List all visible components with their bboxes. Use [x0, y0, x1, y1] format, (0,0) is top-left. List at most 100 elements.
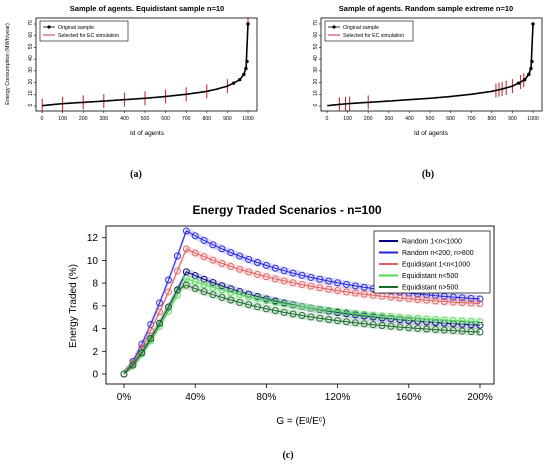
y-tick-label: 0: [92, 370, 98, 381]
panel-c-ylabel: Energy Traded (%): [68, 264, 79, 348]
series-point: [458, 327, 466, 335]
series-point: [227, 288, 235, 296]
series-point: [440, 298, 448, 305]
y-tick-label: 20: [313, 79, 319, 85]
x-tick-label: 400: [120, 116, 129, 122]
y-tick-label: 60: [313, 32, 319, 38]
panel-a-chart: Sample of agents. Equidistant sample n=1…: [5, 4, 258, 180]
series-point: [360, 310, 368, 318]
x-tick-label: 300: [99, 116, 108, 122]
series-point: [236, 252, 244, 260]
legend-original-marker: [47, 25, 51, 29]
series-point: [334, 308, 342, 315]
series-point: [307, 282, 315, 290]
series-point: [343, 288, 350, 296]
y-tick-label: 12: [87, 233, 99, 244]
series-point: [325, 277, 333, 285]
series-point: [334, 287, 342, 295]
panel-b-legend-selected: Selected for EC simulation: [343, 33, 404, 39]
series-point: [280, 267, 288, 275]
x-tick-label: 1000: [527, 116, 539, 122]
legend-entry: Equidistant 1<n<1000: [402, 262, 470, 269]
series-point: [351, 319, 359, 327]
series-point: [209, 279, 217, 287]
x-tick-label: 800: [487, 116, 496, 122]
series-point: [271, 298, 279, 306]
panel-a-frame: [35, 17, 258, 112]
series-point: [191, 285, 199, 293]
y-tick-label: 20: [28, 79, 34, 85]
legend-entry: Random n<200; n>800: [402, 250, 474, 257]
panel-c-caption: (c): [282, 450, 293, 461]
panel-a-title: Sample of agents. Equidistant sample n=1…: [70, 4, 224, 13]
x-tick-label: 0%: [117, 392, 132, 403]
series-point: [165, 288, 172, 296]
series-point: [307, 273, 315, 281]
series-point: [245, 268, 253, 276]
series-point: [458, 317, 466, 325]
x-tick-label: 120%: [325, 392, 351, 403]
series-point: [360, 320, 368, 328]
series-point: [378, 314, 386, 322]
series-point: [271, 307, 279, 315]
series-point: [423, 315, 431, 323]
series-point: [280, 277, 288, 285]
series-point: [254, 295, 261, 303]
y-tick-label: 10: [313, 90, 319, 96]
series-point: [209, 241, 217, 249]
series-point: [262, 305, 270, 313]
series-point: [165, 307, 172, 315]
series-point: [245, 301, 253, 309]
series-point: [209, 283, 217, 291]
x-tick-label: 500: [426, 116, 435, 122]
series-point: [236, 298, 244, 306]
x-tick-label: 900: [223, 116, 232, 122]
series-point: [476, 321, 484, 329]
x-tick-label: 100: [343, 116, 352, 122]
original-sample-point: [527, 72, 531, 77]
y-tick-label: 0: [313, 103, 319, 106]
series-point: [262, 261, 270, 269]
y-tick-label: 10: [87, 256, 99, 267]
series-point: [271, 275, 279, 283]
series-point: [138, 349, 146, 357]
series-point: [156, 299, 164, 307]
series-point: [165, 276, 172, 284]
series-point: [289, 310, 297, 318]
x-tick-label: 800: [202, 116, 211, 122]
series-point: [262, 297, 270, 304]
legend-original-marker: [332, 25, 336, 29]
series-point: [254, 303, 261, 311]
series-point: [449, 317, 457, 325]
series-point: [423, 325, 431, 333]
original-sample-point: [529, 66, 533, 71]
series-point: [449, 327, 457, 335]
y-tick-label: 30: [28, 67, 34, 73]
series-point: [360, 283, 368, 291]
series-point: [458, 299, 466, 307]
series-point: [156, 308, 164, 316]
series-point: [289, 301, 297, 309]
x-tick-label: 1000: [242, 116, 254, 122]
series-point: [200, 236, 208, 244]
series-point: [173, 267, 181, 275]
series-point: [325, 285, 333, 293]
series-point: [280, 300, 288, 308]
series-point: [334, 279, 342, 287]
original-sample-point: [244, 66, 248, 71]
series-point: [182, 245, 190, 253]
panel-c-xlabel: G = (Eᵍ/Eᶜ): [276, 416, 325, 427]
series-point: [369, 291, 377, 299]
x-tick-label: 200%: [467, 392, 493, 403]
x-tick-label: 700: [467, 116, 476, 122]
original-sample-line: [42, 23, 249, 107]
legend-entry: Equidistant n<500: [402, 273, 458, 280]
series-point: [440, 326, 448, 334]
panel-b-legend: Original sample Selected for EC simulati…: [324, 20, 414, 42]
x-tick-label: 700: [182, 116, 191, 122]
series-point: [396, 316, 404, 324]
series-point: [387, 293, 395, 301]
series-point: [467, 317, 475, 325]
series-point: [369, 321, 377, 329]
series-point: [236, 291, 244, 299]
